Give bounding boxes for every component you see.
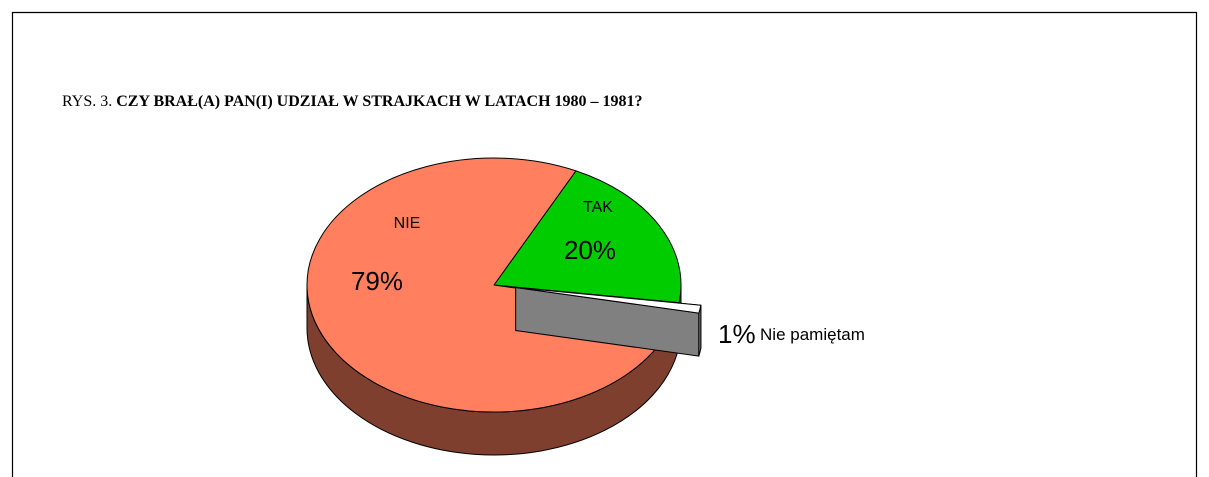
- slice: [306, 157, 678, 413]
- title-text: CZY BRAŁ(A) PAN(I) UDZIAŁ W STRAJKACH W …: [116, 93, 642, 110]
- value-label: 20%: [564, 235, 616, 265]
- value-label: 79%: [351, 266, 403, 296]
- outside-label: 1% Nie pamiętam: [718, 319, 865, 349]
- category-label: TAK: [583, 199, 613, 216]
- value-label: 1%: [718, 319, 756, 349]
- frame: [11, 11, 1198, 477]
- slice: [493, 170, 682, 304]
- figure-label: RYS. 3.: [62, 93, 112, 110]
- category-label: Nie pamiętam: [760, 325, 865, 344]
- slice: [515, 287, 702, 314]
- chart-title: RYS. 3. CZY BRAŁ(A) PAN(I) UDZIAŁ W STRA…: [62, 93, 643, 110]
- category-label: NIE: [394, 215, 421, 232]
